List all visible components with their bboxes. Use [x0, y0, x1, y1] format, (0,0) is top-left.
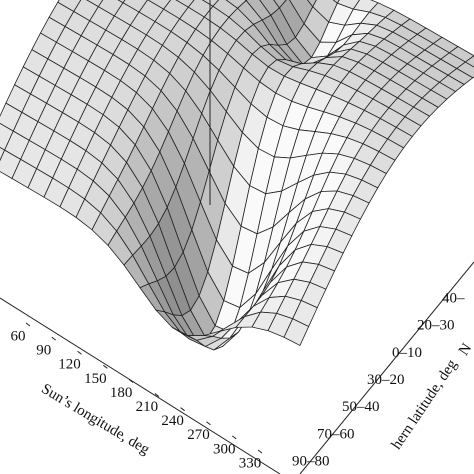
y-tick-label: 40–	[442, 290, 465, 306]
x-tick	[154, 393, 160, 397]
x-tick	[231, 435, 237, 440]
y-axis-label: hern latitude, deg	[389, 356, 461, 452]
y-tick-label: 30–20	[367, 372, 405, 388]
x-tick	[128, 379, 134, 383]
box-edge	[299, 261, 474, 474]
mesh-cell	[464, 55, 474, 68]
y-tick-label: 50–40	[342, 399, 380, 415]
x-tick	[77, 350, 82, 355]
x-tick-label: 240	[161, 413, 184, 429]
mesh-cell	[306, 0, 317, 8]
x-tick-label: 150	[84, 371, 107, 387]
x-tick-label: 60	[11, 328, 26, 344]
y-tick-label: 90–80	[292, 453, 330, 469]
x-tick	[103, 364, 108, 369]
x-tick-label: 180	[110, 385, 133, 401]
x-tick-label: 210	[136, 399, 159, 415]
z-axis-label: N	[456, 341, 474, 359]
mesh-cell	[283, 318, 310, 347]
surface	[0, 0, 474, 351]
x-tick-label: 90	[36, 343, 51, 359]
x-tick-label: 120	[58, 357, 81, 373]
x-tick-label: 270	[187, 427, 210, 443]
x-tick	[206, 421, 211, 426]
x-axis-label: Sun’s longitude, deg	[38, 381, 152, 458]
y-tick-label: 0–10	[392, 345, 422, 361]
y-tick-label: 20–30	[417, 318, 455, 334]
box-edge	[0, 297, 281, 474]
x-tick	[257, 449, 263, 454]
x-tick-label: 300	[213, 441, 236, 457]
y-tick-label: 70–60	[317, 426, 355, 442]
x-tick	[51, 336, 57, 341]
x-tick	[180, 407, 185, 412]
x-tick-label: 330	[239, 455, 262, 471]
x-tick	[25, 322, 31, 327]
